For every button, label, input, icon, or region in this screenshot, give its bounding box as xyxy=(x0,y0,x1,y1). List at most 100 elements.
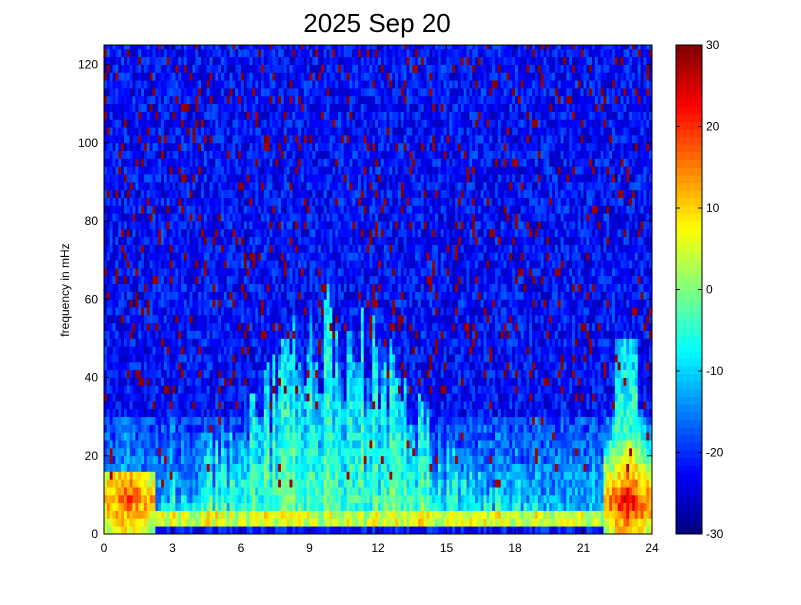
heatmap-cell xyxy=(266,95,270,105)
heatmap-cell xyxy=(238,393,242,402)
heatmap-cell xyxy=(183,181,188,191)
heatmap-cell xyxy=(300,111,305,120)
heatmap-cell xyxy=(186,299,191,308)
heatmap-cell xyxy=(275,299,279,308)
heatmap-cell xyxy=(132,166,136,175)
heatmap-cell xyxy=(212,166,216,175)
heatmap-cell xyxy=(283,213,288,222)
heatmap-cell xyxy=(258,447,262,457)
heatmap-cell xyxy=(203,103,208,112)
heatmap-cell xyxy=(243,393,248,402)
heatmap-cell xyxy=(212,189,216,198)
heatmap-cell xyxy=(158,174,162,183)
heatmap-cell xyxy=(221,440,225,449)
heatmap-cell xyxy=(132,181,136,191)
heatmap-cell xyxy=(295,408,299,418)
heatmap-cell xyxy=(283,346,288,355)
heatmap-cell xyxy=(106,369,111,378)
heatmap-cell xyxy=(263,103,268,112)
heatmap-cell xyxy=(161,479,165,488)
heatmap-cell xyxy=(175,432,179,441)
heatmap-cell xyxy=(183,244,188,253)
heatmap-cell xyxy=(258,361,262,371)
heatmap-cell xyxy=(195,463,199,472)
heatmap-cell xyxy=(312,88,316,97)
heatmap-cell xyxy=(320,400,325,410)
heatmap-cell xyxy=(181,299,185,308)
heatmap-cell xyxy=(215,479,219,488)
heatmap-cell xyxy=(323,260,328,269)
heatmap-cell xyxy=(106,228,111,238)
heatmap-cell xyxy=(266,307,270,316)
heatmap-cell xyxy=(303,432,308,441)
heatmap-cell xyxy=(178,236,182,245)
heatmap-cell xyxy=(223,455,228,464)
heatmap-cell xyxy=(238,150,242,159)
heatmap-cell xyxy=(198,142,202,152)
heatmap-cell xyxy=(123,400,128,410)
heatmap-cell xyxy=(209,236,213,245)
heatmap-cell xyxy=(195,166,199,175)
heatmap-cell xyxy=(195,479,199,488)
heatmap-cell xyxy=(252,502,256,511)
heatmap-cell xyxy=(186,400,191,410)
heatmap-cell xyxy=(300,95,305,105)
heatmap-cell xyxy=(303,346,308,355)
heatmap-cell xyxy=(121,252,125,261)
heatmap-cell xyxy=(272,166,276,175)
heatmap-cell xyxy=(192,526,196,535)
heatmap-cell xyxy=(249,275,253,285)
heatmap-cell xyxy=(312,103,316,112)
heatmap-cell xyxy=(320,260,325,269)
heatmap-cell xyxy=(286,158,290,167)
heatmap-cell xyxy=(192,72,196,81)
heatmap-cell xyxy=(115,455,119,464)
heatmap-cell xyxy=(161,307,165,316)
heatmap-cell xyxy=(209,526,213,535)
heatmap-cell xyxy=(218,526,222,535)
heatmap-cell xyxy=(315,471,319,480)
heatmap-cell xyxy=(318,377,322,386)
heatmap-cell xyxy=(275,197,279,206)
heatmap-cell xyxy=(169,119,173,128)
heatmap-cell xyxy=(329,455,333,464)
heatmap-cell xyxy=(320,166,325,175)
heatmap-cell xyxy=(286,142,290,152)
heatmap-cell xyxy=(223,283,228,292)
heatmap-cell xyxy=(235,526,239,535)
heatmap-cell xyxy=(155,72,159,81)
heatmap-cell xyxy=(201,221,205,230)
heatmap-cell xyxy=(181,377,185,386)
heatmap-cell xyxy=(243,408,248,418)
heatmap-cell xyxy=(175,64,179,73)
heatmap-cell xyxy=(278,189,282,198)
heatmap-cell xyxy=(280,354,285,363)
heatmap-cell xyxy=(260,385,265,394)
heatmap-cell xyxy=(232,181,236,191)
heatmap-cell xyxy=(318,48,322,58)
heatmap-cell xyxy=(169,322,173,331)
heatmap-cell xyxy=(292,299,296,308)
heatmap-cell xyxy=(292,45,296,50)
heatmap-cell xyxy=(135,174,139,183)
heatmap-cell xyxy=(306,236,310,245)
heatmap-cell xyxy=(158,228,162,238)
heatmap-cell xyxy=(161,244,165,253)
heatmap-cell xyxy=(258,283,262,292)
heatmap-cell xyxy=(229,244,233,253)
heatmap-cell xyxy=(215,447,219,457)
heatmap-cell xyxy=(272,103,276,112)
heatmap-cell xyxy=(223,80,228,89)
heatmap-cell xyxy=(229,408,233,418)
heatmap-cell xyxy=(172,72,176,81)
heatmap-cell xyxy=(192,494,196,504)
heatmap-cell xyxy=(232,252,236,261)
heatmap-cell xyxy=(189,45,193,50)
heatmap-cell xyxy=(252,424,256,433)
heatmap-cell xyxy=(149,518,153,527)
heatmap-cell xyxy=(323,95,328,105)
heatmap-cell xyxy=(235,471,239,480)
heatmap-cell xyxy=(303,447,308,457)
heatmap-cell xyxy=(112,205,116,214)
heatmap-cell xyxy=(232,354,236,363)
